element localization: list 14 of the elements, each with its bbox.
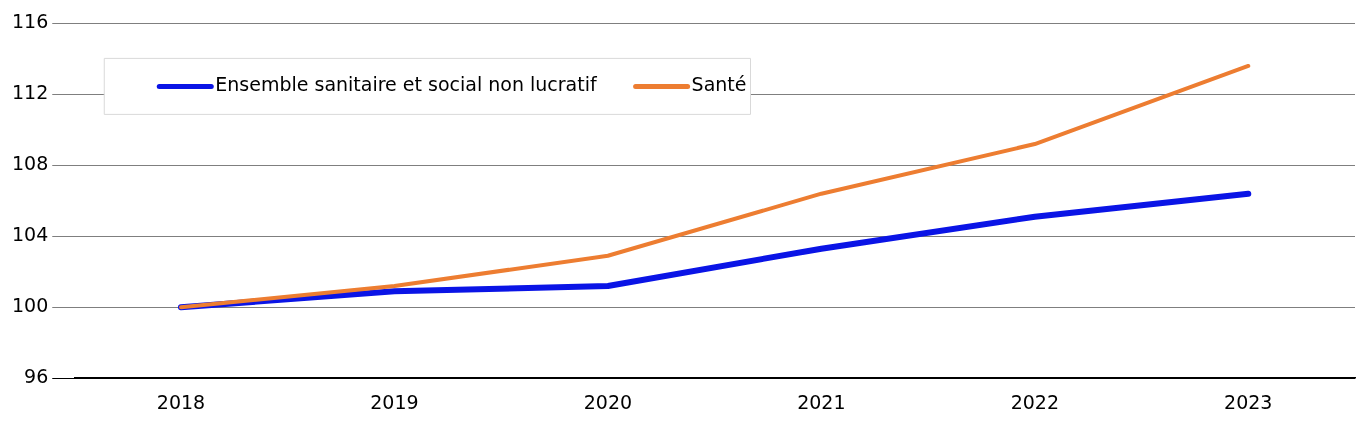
x-tick-label: 2019 — [370, 390, 419, 413]
legend-label: Ensemble sanitaire et social non lucratif — [215, 73, 598, 96]
y-tick-label: 96 — [24, 365, 49, 388]
x-tick-label: 2022 — [1010, 390, 1059, 413]
y-tick-label: 100 — [12, 294, 49, 317]
x-tick-label: 2021 — [797, 390, 846, 413]
x-tick-label: 2020 — [583, 390, 633, 413]
legend-label: Santé — [691, 73, 747, 96]
x-tick-label: 2018 — [156, 390, 206, 413]
y-tick-label: 108 — [12, 152, 49, 175]
x-tick-label: 2023 — [1224, 390, 1273, 413]
y-tick-label: 104 — [12, 223, 49, 246]
y-tick-label: 116 — [12, 10, 49, 33]
y-tick-label: 112 — [12, 81, 49, 104]
